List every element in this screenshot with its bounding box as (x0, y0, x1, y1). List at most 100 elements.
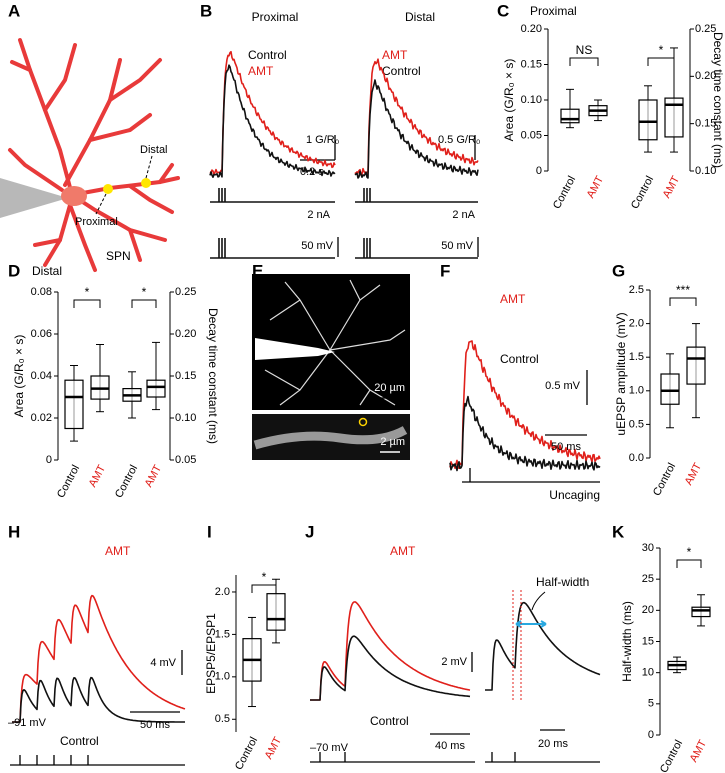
panel-letter: H (8, 522, 20, 541)
scale-label: 20 µm (374, 382, 405, 394)
significance-label: NS (576, 43, 593, 57)
scale-label: 20 ms (538, 738, 568, 750)
box (64, 379, 84, 430)
y-tick-label: 0.5 (215, 713, 230, 725)
box (638, 99, 658, 141)
guide-line (512, 590, 522, 700)
panel-title: Distal (32, 264, 62, 278)
half-width-arrow (515, 620, 547, 628)
x-tick-label: AMT (661, 174, 683, 200)
x-tick-label: AMT (263, 735, 285, 761)
x-tick-label: Control (233, 735, 260, 772)
dendrite (253, 426, 408, 450)
y-axis-label: Area (G/R₀ × s) (502, 59, 516, 142)
trace (12, 594, 186, 723)
panel-letter: G (612, 261, 625, 280)
y-tick-label: 0.20 (521, 23, 542, 35)
scale-label: 0.5 mV (545, 380, 581, 392)
significance-label: * (687, 545, 692, 559)
panel-letter: I (207, 522, 212, 541)
y-tick-label: 0.5 (629, 418, 644, 430)
y2-tick-label: 0.05 (175, 454, 196, 466)
trace-label: Control (370, 714, 409, 728)
trace (310, 601, 471, 701)
y-tick-label: 2.0 (629, 318, 644, 330)
box (664, 97, 684, 138)
scale-bar (130, 650, 183, 713)
y-tick-label: 1.0 (629, 385, 644, 397)
annotation: Half-width (536, 575, 589, 589)
y-tick-label: 1.5 (215, 628, 230, 640)
panel-letter: F (440, 261, 450, 280)
label: Distal (140, 144, 168, 156)
significance-bracket (669, 297, 697, 306)
y-tick-label: 5 (648, 698, 654, 710)
x-tick-label: Control (658, 738, 685, 773)
trace (310, 635, 471, 701)
scale-label: 2 µm (380, 436, 405, 448)
legend-label: Control (382, 64, 421, 78)
box (146, 379, 166, 398)
scale-label: 1 G/R₀ (306, 134, 339, 146)
scale-label: 40 ms (435, 740, 465, 752)
panel-letter: B (200, 1, 212, 20)
legend-label: AMT (382, 48, 408, 62)
scale-label: 50 mV (441, 240, 473, 252)
annotation-arrow (531, 591, 546, 611)
scale-bar (430, 652, 473, 735)
significance-bracket (569, 57, 599, 66)
scale-bar (545, 370, 588, 436)
scale-label: 0.5 G/R₀ (438, 134, 480, 146)
box (660, 373, 680, 405)
trace (449, 395, 601, 472)
x-tick-label: AMT (688, 738, 710, 764)
panel-letter: C (497, 1, 509, 20)
significance-bracket (131, 299, 157, 308)
y-tick-label: 0 (46, 454, 52, 466)
x-tick-label: AMT (585, 174, 607, 200)
chart-C: C Proximal 0 0.05 0.10 0.15 0.20 Area (G/R₀ × s… (497, 1, 725, 211)
trace (12, 676, 185, 723)
y2-axis-label: Decay time constant (ms) (206, 308, 220, 444)
panel-letter: D (8, 261, 20, 280)
box (560, 108, 580, 124)
scale-label: 4 mV (150, 657, 176, 669)
significance-label: *** (676, 283, 690, 297)
y-tick-label: 0.02 (31, 412, 52, 424)
y-tick-label: 15 (642, 635, 654, 647)
panel-letter: E (252, 261, 263, 280)
trace (485, 601, 601, 691)
trace-label: Control (500, 352, 539, 366)
y-tick-label: 10 (642, 667, 654, 679)
scale-label: 2 nA (452, 209, 475, 221)
y-tick-label: 2.0 (215, 586, 230, 598)
significance-label: * (659, 43, 664, 57)
y-tick-label: 1.0 (215, 671, 230, 683)
trace-label: AMT (390, 544, 416, 558)
box (691, 606, 711, 618)
stimulus (462, 468, 600, 483)
y-axis-label: Half-width (ms) (620, 601, 634, 682)
stimulus (310, 752, 600, 763)
significance-label: * (262, 570, 267, 584)
y-tick-label: 25 (642, 573, 654, 585)
y-tick-label: 0 (536, 165, 542, 177)
scale-label: 50 ms (140, 719, 170, 731)
scale-label: 50 ms (551, 441, 581, 453)
label: Proximal (75, 216, 118, 228)
significance-bracket (676, 559, 702, 568)
chart-G: G 0.0 0.5 1.0 1.5 2.0 2.5 uEPSP amplitude (mV) C… (612, 261, 706, 498)
significance-label: * (142, 285, 147, 299)
y-tick-label: 0.08 (31, 286, 52, 298)
pointer-lines (95, 155, 153, 215)
significance-label: * (85, 285, 90, 299)
scale-label: 2 mV (441, 656, 467, 668)
stimulus (10, 755, 185, 766)
significance-bracket (251, 584, 277, 593)
rest-potential: –91 mV (8, 717, 47, 729)
y2-tick-label: 0.15 (175, 370, 196, 382)
uncaging-spot (358, 417, 368, 427)
y2-tick-label: 0.15 (695, 118, 716, 130)
stimulus-label: Uncaging (549, 488, 600, 502)
